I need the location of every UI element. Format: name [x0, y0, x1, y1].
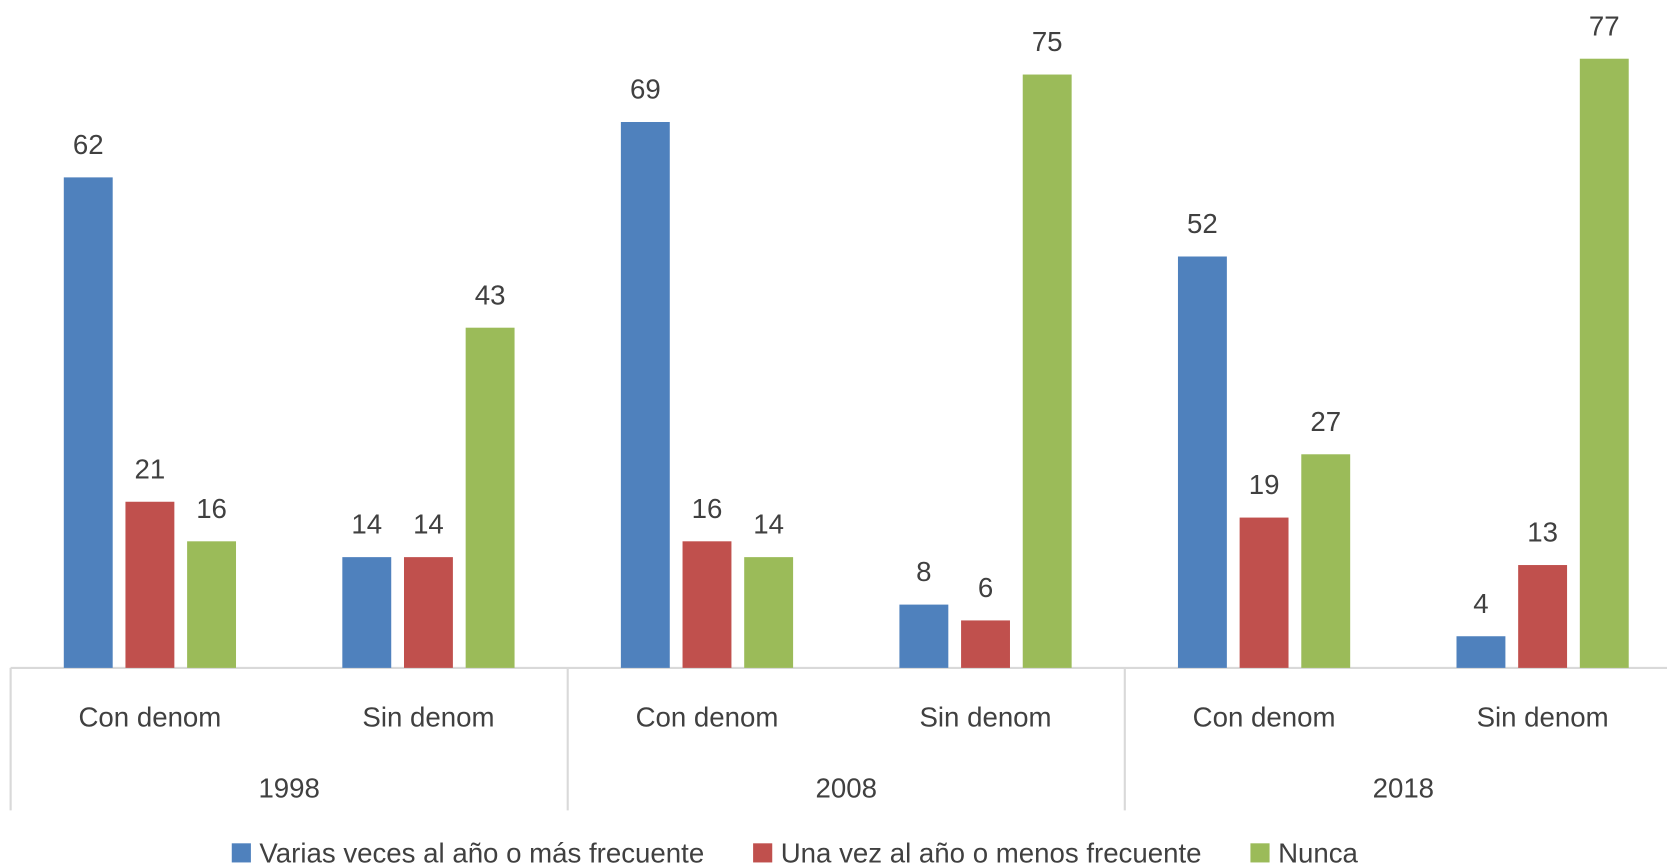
- bar: [682, 541, 732, 668]
- bar: [961, 620, 1010, 668]
- legend-swatch: [231, 843, 251, 863]
- x-tick-label: Sin denom: [919, 701, 1051, 732]
- data-label: 75: [1032, 26, 1063, 57]
- bar: [1301, 454, 1351, 668]
- data-label: 16: [692, 493, 723, 524]
- bar: [187, 541, 237, 668]
- bar: [1579, 58, 1629, 668]
- bar: [899, 604, 949, 668]
- bar: [1239, 517, 1289, 668]
- data-label: 6: [978, 572, 993, 603]
- data-label: 43: [475, 279, 506, 310]
- data-label: 14: [413, 509, 444, 540]
- bar: [125, 501, 175, 668]
- x-tick-label: Con denom: [1193, 701, 1336, 732]
- x-tick-label: Con denom: [636, 701, 779, 732]
- group-label: 2008: [816, 773, 877, 804]
- group-label: 2018: [1373, 773, 1434, 804]
- data-label: 21: [135, 453, 166, 484]
- data-label: 19: [1249, 469, 1280, 500]
- data-label: 4: [1473, 588, 1488, 619]
- data-label: 52: [1187, 208, 1218, 239]
- bar: [620, 122, 670, 668]
- legend-label: Una vez al año o menos frecuente: [781, 837, 1202, 868]
- data-label: 77: [1589, 10, 1620, 41]
- bar: [1518, 565, 1568, 668]
- data-label: 8: [916, 556, 931, 587]
- data-label: 13: [1527, 517, 1558, 548]
- bar: [1022, 74, 1072, 668]
- data-label: 14: [351, 509, 382, 540]
- bar: [1456, 636, 1506, 668]
- legend-label: Varias veces al año o más frecuente: [259, 837, 704, 868]
- data-label: 69: [630, 74, 661, 105]
- x-tick-label: Sin denom: [362, 701, 494, 732]
- legend-label: Nunca: [1278, 837, 1358, 868]
- legend-swatch: [753, 843, 773, 863]
- bar: [342, 557, 392, 668]
- bar: [1177, 256, 1227, 668]
- bar: [403, 557, 453, 668]
- bar: [744, 557, 794, 668]
- x-tick-label: Sin denom: [1477, 701, 1609, 732]
- bar: [63, 177, 113, 668]
- bar: [465, 327, 515, 668]
- x-tick-label: Con denom: [78, 701, 221, 732]
- legend-swatch: [1250, 843, 1270, 863]
- data-label: 16: [196, 493, 227, 524]
- data-label: 27: [1310, 406, 1341, 437]
- group-label: 1998: [258, 773, 319, 804]
- data-label: 14: [753, 509, 784, 540]
- data-label: 62: [73, 129, 104, 160]
